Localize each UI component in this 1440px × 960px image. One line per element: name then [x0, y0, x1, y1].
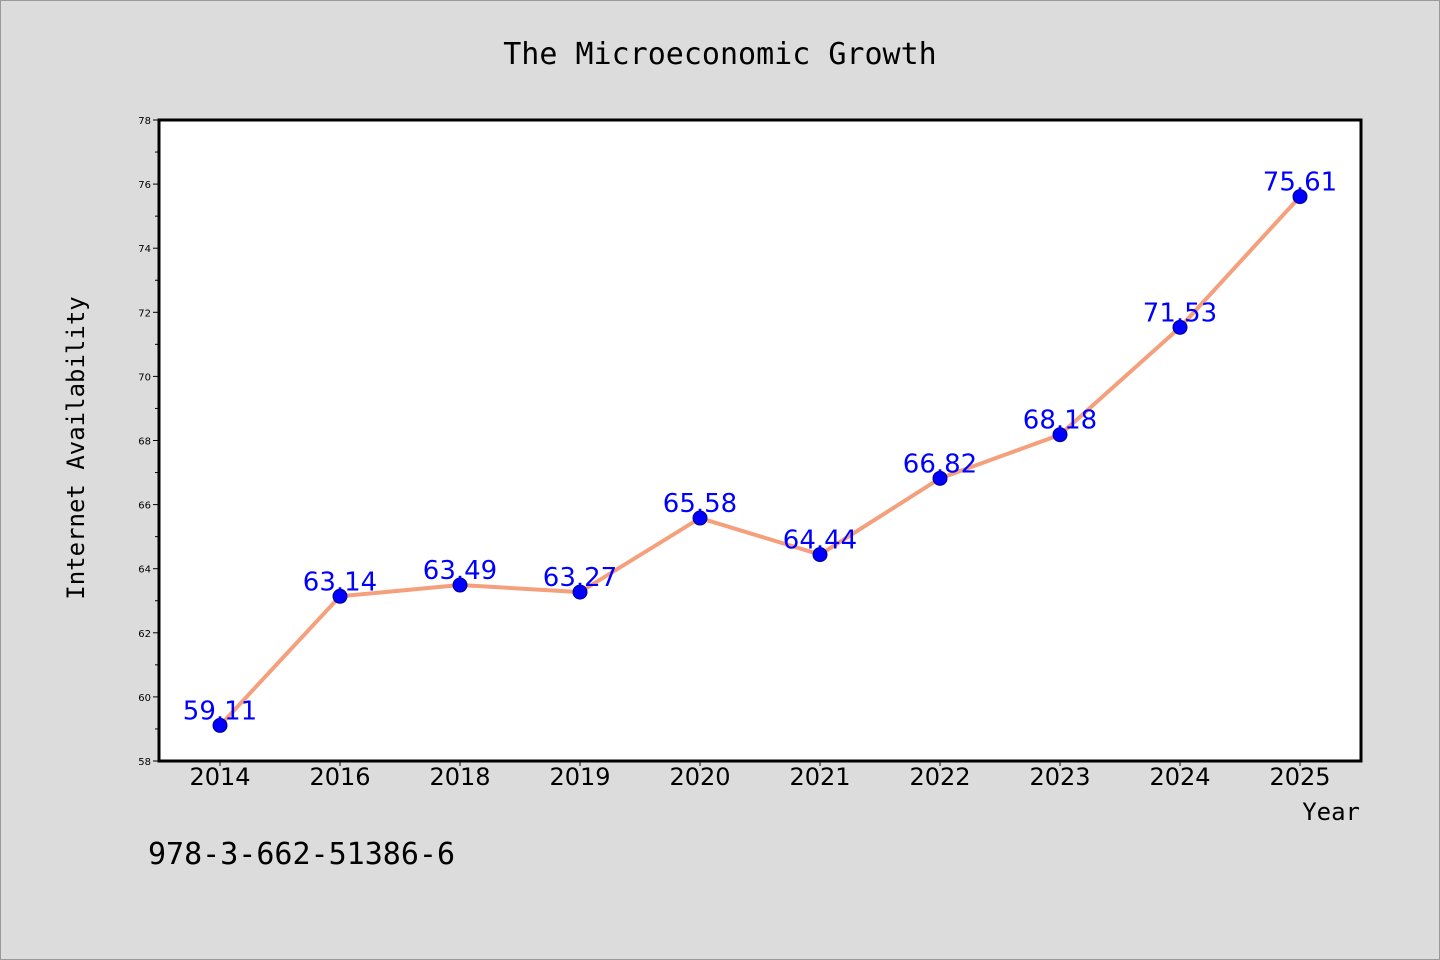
data-point [692, 510, 708, 526]
chart-title: The Microeconomic Growth [503, 37, 936, 72]
x-tick-label: 2018 [429, 763, 490, 791]
y-tick-label: 68 [138, 437, 151, 448]
y-tick-label: 62 [138, 629, 151, 640]
y-axis-label: Internet Availability [62, 296, 90, 599]
data-label: 71.53 [1143, 298, 1217, 328]
x-tick-label: 2024 [1149, 763, 1210, 791]
data-labels: 59.11 63.14 63.49 63.27 65.58 64.44 66.82 68.18… [183, 168, 1337, 727]
data-point [332, 588, 348, 604]
data-label: 59.11 [183, 696, 257, 726]
data-label: 63.27 [543, 563, 617, 593]
x-tick-label: 2016 [309, 763, 370, 791]
x-tick-label: 2023 [1029, 763, 1090, 791]
y-tick-label: 72 [138, 308, 151, 319]
y-tick-label: 70 [138, 372, 151, 383]
x-tick-label: 2025 [1269, 763, 1330, 791]
x-tick-label: 2022 [909, 763, 970, 791]
footnote-isbn: 978-3-662-51386-6 [148, 837, 455, 872]
data-point [572, 584, 588, 600]
x-axis-label: Year [1302, 798, 1360, 826]
y-tick-label: 76 [138, 180, 151, 191]
data-label: 65.58 [663, 489, 737, 519]
series-line [218, 195, 1302, 727]
data-point [212, 717, 228, 733]
y-tick-label: 66 [138, 501, 151, 512]
series-markers [212, 189, 1308, 733]
x-tick-label: 2014 [189, 763, 250, 791]
data-label: 75.61 [1263, 168, 1337, 198]
y-axis: 58 60 62 64 66 68 70 72 74 76 78 [138, 116, 159, 768]
x-tick-label: 2020 [669, 763, 730, 791]
data-label: 66.82 [903, 449, 977, 479]
x-axis: 2014 2016 2018 2019 2020 2021 2022 2023 2024 2025 [189, 761, 1331, 791]
x-tick-label: 2019 [549, 763, 610, 791]
plot-area [157, 118, 1363, 763]
data-point [452, 577, 468, 593]
data-point [1052, 427, 1068, 443]
x-tick-label: 2021 [789, 763, 850, 791]
data-point [812, 547, 828, 563]
data-label: 68.18 [1023, 406, 1097, 436]
y-tick-label: 58 [138, 757, 151, 768]
data-label: 63.14 [303, 567, 377, 597]
y-tick-label: 74 [138, 244, 151, 255]
y-tick-label: 60 [138, 693, 151, 704]
data-point [932, 470, 948, 486]
y-tick-label: 78 [138, 116, 151, 127]
data-label: 64.44 [783, 526, 857, 556]
data-point [1172, 319, 1188, 335]
y-tick-label: 64 [138, 565, 151, 576]
data-label: 63.49 [423, 556, 497, 586]
data-point [1292, 189, 1308, 205]
